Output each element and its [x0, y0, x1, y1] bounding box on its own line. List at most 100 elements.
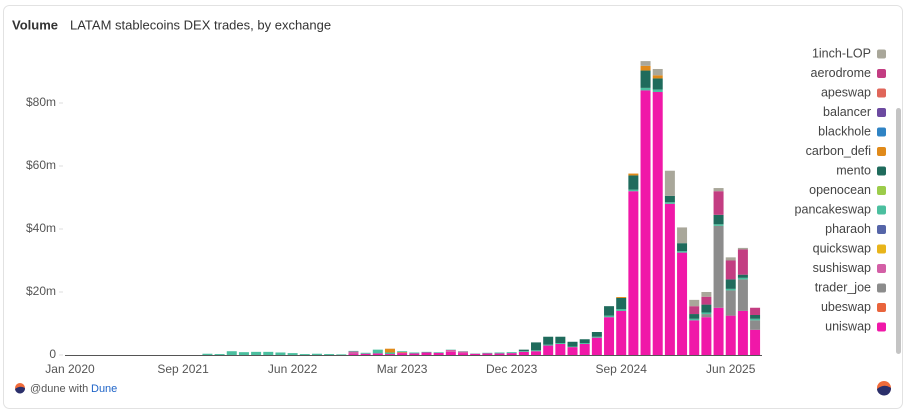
bar-segment — [202, 354, 212, 355]
bar-segment — [701, 312, 711, 314]
legend-swatch — [877, 108, 886, 117]
bar-segment — [726, 257, 736, 260]
bar-segment — [641, 90, 651, 355]
bar-segment — [726, 279, 736, 288]
bar-segment — [251, 352, 261, 355]
bar-segment — [677, 243, 687, 251]
legend-label: sushiswap — [813, 261, 871, 275]
bar-segment — [348, 351, 358, 352]
bar-segment — [385, 354, 395, 355]
bar-segment — [385, 352, 395, 354]
bar-segment — [641, 88, 651, 91]
bar-segment — [580, 344, 590, 355]
bar-segment — [714, 215, 724, 224]
bar-segment — [689, 306, 699, 314]
bar-segment — [336, 354, 346, 355]
chart-subtitle: LATAM stablecoins DEX trades, by exchang… — [70, 17, 331, 32]
bar-segment — [507, 352, 517, 353]
bar-segment — [361, 353, 371, 354]
bar-segment — [604, 317, 614, 355]
bar-segment — [215, 354, 225, 355]
bar-segment — [738, 248, 748, 250]
bar-segment — [409, 353, 419, 355]
chart-title: Volume — [12, 17, 58, 32]
bar-segment — [750, 320, 760, 329]
bar-segment — [531, 351, 541, 355]
footer-link[interactable]: Dune — [91, 383, 117, 395]
bar-segment — [397, 351, 407, 352]
legend-label: trader_joe — [815, 280, 871, 294]
bar-segment — [653, 78, 663, 89]
card-border — [4, 6, 903, 409]
bar-segment — [580, 343, 590, 344]
bar-segment — [555, 343, 565, 344]
y-tick-label: $40m — [26, 221, 56, 235]
bar-segment — [726, 290, 736, 315]
bar-segment — [701, 314, 711, 317]
legend-swatch — [877, 323, 886, 332]
bar-segment — [470, 354, 480, 355]
legend-swatch — [877, 89, 886, 98]
legend-swatch — [877, 206, 886, 215]
bar-segment — [701, 305, 711, 313]
bar-segment — [409, 352, 419, 353]
bar-segment — [616, 311, 626, 355]
bar-segment — [738, 311, 748, 355]
bar-segment — [738, 275, 748, 278]
bar-segment — [689, 320, 699, 355]
bar-segment — [580, 339, 590, 343]
bar-segment — [750, 330, 760, 355]
x-tick-label: Sep 2021 — [157, 362, 209, 376]
bar-segment — [227, 351, 237, 355]
bar-segment — [653, 92, 663, 355]
bar-segment — [677, 227, 687, 243]
legend-label: balancer — [823, 105, 871, 119]
bar-segment — [701, 317, 711, 355]
bar-segment — [300, 354, 310, 355]
bar-segment — [738, 278, 748, 280]
bar-segment — [361, 354, 371, 355]
x-tick-label: Sep 2024 — [596, 362, 648, 376]
bar-segment — [421, 352, 431, 353]
legend-swatch — [877, 186, 886, 195]
bar-segment — [275, 352, 285, 355]
bar-segment — [543, 345, 553, 346]
bar-segment — [324, 354, 334, 355]
bar-segment — [239, 352, 249, 355]
footer-text: @dune with — [30, 383, 88, 395]
bar-segment — [714, 188, 724, 191]
bar-segment — [677, 253, 687, 355]
scrollbar[interactable] — [896, 108, 901, 354]
legend-swatch — [877, 303, 886, 312]
bar-segment — [726, 261, 736, 280]
bar-segment — [689, 314, 699, 319]
bar-segment — [348, 352, 358, 355]
bar-segment — [446, 352, 456, 355]
bar-segment — [665, 204, 675, 355]
bar-segment — [592, 332, 602, 337]
legend-label: mento — [836, 163, 871, 177]
bar-segment — [750, 319, 760, 321]
bar-segment — [495, 352, 505, 353]
legend-label: carbon_defi — [806, 144, 871, 158]
legend-label: openocean — [809, 183, 871, 197]
bar-segment — [434, 352, 444, 353]
bar-segment — [604, 306, 614, 315]
bar-segment — [689, 300, 699, 306]
bar-segment — [738, 249, 748, 274]
bar-segment — [677, 251, 687, 253]
x-tick-label: Dec 2023 — [486, 362, 538, 376]
legend-label: quickswap — [813, 241, 871, 255]
bar-segment — [665, 171, 675, 196]
bar-segment — [616, 297, 626, 298]
bar-segment — [482, 353, 492, 354]
bar-segment — [653, 89, 663, 92]
legend-label: 1inch-LOP — [812, 46, 871, 60]
bar-segment — [689, 319, 699, 321]
bar-segment — [726, 289, 736, 291]
legend-swatch — [877, 225, 886, 234]
bar-segment — [458, 352, 468, 354]
bar-segment — [592, 338, 602, 355]
